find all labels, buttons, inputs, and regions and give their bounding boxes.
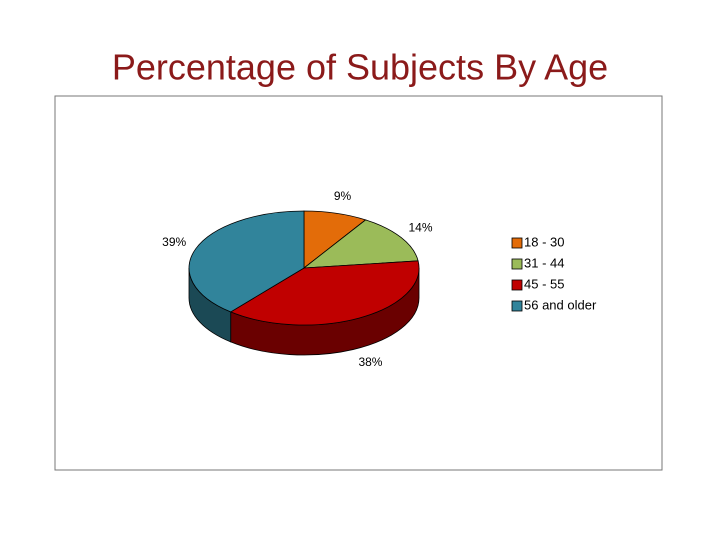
slice [229, 260, 420, 326]
slice [302, 219, 419, 269]
data-label: 14% [409, 220, 433, 234]
data-label: 9% [334, 189, 352, 203]
slice [188, 210, 305, 313]
legend-label: 56 and older [524, 297, 597, 312]
legend-swatch [511, 279, 523, 291]
data-label: 39% [162, 235, 186, 249]
legend-label: 31 - 44 [524, 255, 564, 270]
data-label: 38% [358, 355, 382, 369]
legend-label: 18 - 30 [524, 234, 564, 249]
legend-swatch [511, 258, 523, 270]
chart-title: Percentage of Subjects By Age [112, 47, 608, 88]
legend-swatch [511, 237, 523, 249]
legend-swatch [511, 300, 523, 312]
legend-label: 45 - 55 [524, 276, 564, 291]
